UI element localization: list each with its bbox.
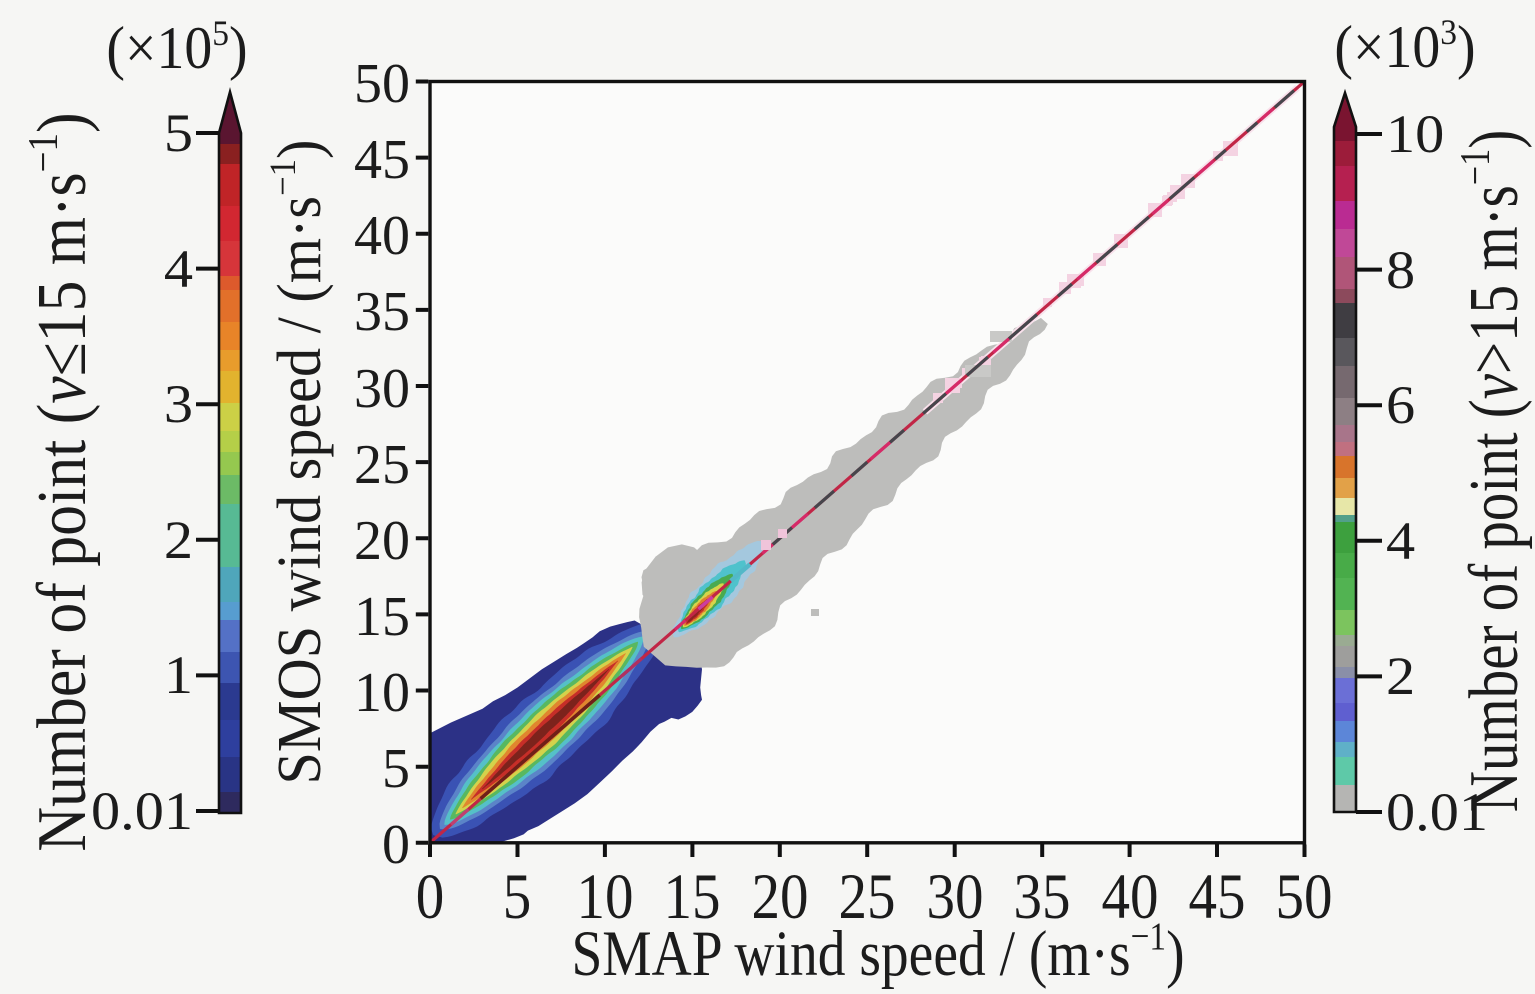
svg-text:30: 30 [927,862,984,933]
svg-text:1: 1 [164,646,193,706]
svg-text:10: 10 [577,862,634,933]
svg-text:10: 10 [1386,105,1444,165]
svg-text:45: 45 [1189,862,1246,933]
svg-text:4: 4 [1386,512,1415,572]
svg-text:30: 30 [354,358,410,420]
svg-text:35: 35 [1014,862,1071,933]
svg-text:0: 0 [382,814,410,876]
svg-text:5: 5 [164,104,193,164]
svg-text:0: 0 [416,862,444,933]
svg-text:20: 20 [752,862,809,933]
svg-text:SMOS wind speed / (m·s−1): SMOS wind speed / (m·s−1) [262,140,334,785]
svg-text:0.01: 0.01 [1386,783,1488,843]
svg-text:0.01: 0.01 [91,782,193,842]
svg-text:40: 40 [1102,862,1159,933]
svg-text:15: 15 [664,862,721,933]
svg-text:45: 45 [354,129,410,191]
svg-text:50: 50 [354,53,410,115]
svg-text:2: 2 [164,511,193,571]
svg-text:15: 15 [354,586,410,648]
svg-text:3: 3 [164,375,193,435]
svg-text:SMAP wind speed / (m·s−1): SMAP wind speed / (m·s−1) [571,915,1184,990]
svg-text:35: 35 [354,281,410,343]
svg-text:5: 5 [382,738,410,800]
svg-text:20: 20 [354,510,410,572]
svg-text:50: 50 [1276,862,1333,933]
svg-text:10: 10 [354,662,410,724]
svg-text:2: 2 [1386,647,1415,707]
svg-text:Number of point (v>15 m·s−1): Number of point (v>15 m·s−1) [1453,130,1533,812]
svg-text:Number of point (v≤15 m·s−1): Number of point (v≤15 m·s−1) [20,112,101,851]
svg-text:25: 25 [839,862,896,933]
svg-text:5: 5 [503,862,531,933]
svg-text:8: 8 [1386,241,1415,301]
svg-text:25: 25 [354,434,410,496]
svg-text:(×105): (×105) [106,13,247,82]
svg-text:40: 40 [354,205,410,267]
svg-text:6: 6 [1386,376,1415,436]
svg-text:4: 4 [164,240,193,300]
